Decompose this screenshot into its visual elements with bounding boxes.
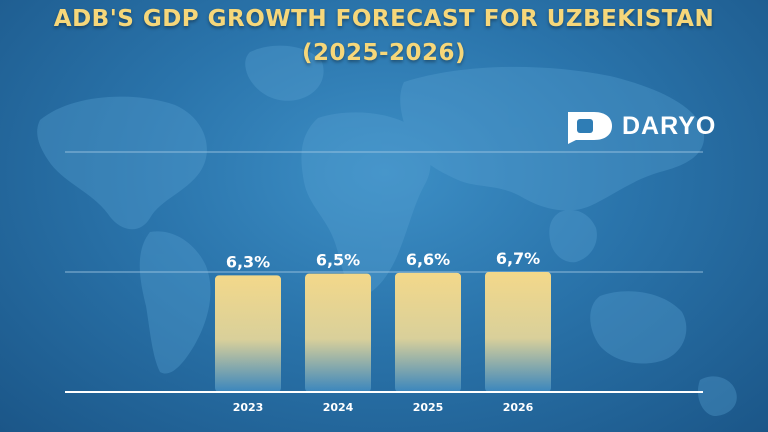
x-tick-2024: 2024 bbox=[323, 401, 354, 414]
data-label-2023: 6,3% bbox=[226, 252, 270, 271]
data-label-2025: 6,6% bbox=[406, 250, 450, 269]
bar-2024 bbox=[305, 273, 371, 392]
bar-2026 bbox=[485, 272, 551, 392]
chart-title-line2: (2025-2026) bbox=[301, 40, 467, 66]
brand-name: DARYO bbox=[622, 111, 717, 140]
speech-bubble-icon bbox=[568, 112, 612, 144]
chart-title-line1: ADB'S GDP GROWTH FORECAST FOR UZBEKISTAN bbox=[53, 6, 715, 32]
x-tick-2023: 2023 bbox=[233, 401, 264, 414]
bar-2025 bbox=[395, 272, 461, 392]
bar-2023 bbox=[215, 275, 281, 392]
x-tick-2026: 2026 bbox=[503, 401, 534, 414]
daryo-logo: DARYO bbox=[564, 108, 716, 144]
data-label-2026: 6,7% bbox=[496, 249, 540, 268]
data-label-2024: 6,5% bbox=[316, 251, 360, 270]
x-tick-2025: 2025 bbox=[413, 401, 444, 414]
